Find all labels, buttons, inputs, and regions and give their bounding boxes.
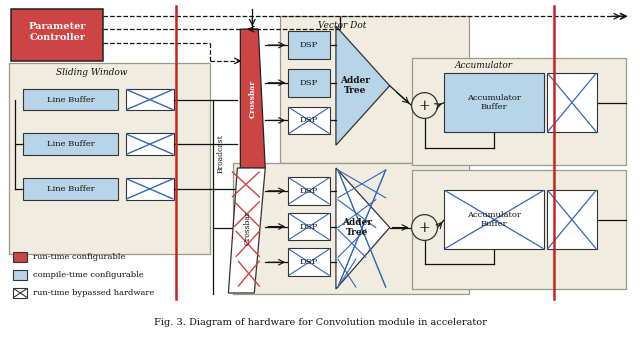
- Text: Accumulator
Buffer: Accumulator Buffer: [467, 94, 521, 111]
- Bar: [412, 170, 626, 289]
- Bar: [126, 133, 173, 155]
- Text: Vector Dot: Vector Dot: [318, 21, 366, 30]
- Text: DSP: DSP: [300, 41, 318, 49]
- Bar: [412, 58, 626, 165]
- Text: Adder
Tree: Adder Tree: [342, 218, 372, 237]
- Circle shape: [412, 215, 438, 240]
- Polygon shape: [228, 168, 265, 293]
- Text: Parameter
Controller: Parameter Controller: [28, 22, 86, 42]
- Text: DSP: DSP: [300, 258, 318, 266]
- Polygon shape: [241, 29, 265, 168]
- Text: run-time bypassed hardware: run-time bypassed hardware: [33, 289, 154, 297]
- Text: DSP: DSP: [300, 222, 318, 231]
- Text: Crossbar: Crossbar: [248, 79, 256, 118]
- Bar: [547, 190, 596, 250]
- Bar: [288, 177, 330, 205]
- Bar: [23, 89, 118, 111]
- Text: Accumulator: Accumulator: [454, 61, 513, 71]
- Text: Line Buffer: Line Buffer: [47, 140, 95, 148]
- Polygon shape: [336, 26, 390, 145]
- Bar: [23, 178, 118, 200]
- Bar: [13, 252, 28, 262]
- Text: run-time configurable: run-time configurable: [33, 253, 125, 261]
- Text: Line Buffer: Line Buffer: [47, 185, 95, 193]
- Bar: [444, 190, 544, 250]
- Text: Broadcast: Broadcast: [216, 134, 225, 173]
- Bar: [288, 31, 330, 59]
- Text: +: +: [419, 99, 430, 113]
- Text: Adder
Tree: Adder Tree: [340, 76, 370, 95]
- Bar: [547, 73, 596, 132]
- Polygon shape: [336, 168, 390, 289]
- Bar: [288, 69, 330, 97]
- Text: +: +: [419, 221, 430, 235]
- Text: Fig. 3. Diagram of hardware for Convolution module in accelerator: Fig. 3. Diagram of hardware for Convolut…: [154, 318, 486, 327]
- Text: Sliding Window: Sliding Window: [56, 68, 127, 77]
- Bar: [288, 213, 330, 240]
- Bar: [234, 163, 469, 294]
- Bar: [12, 9, 103, 61]
- Text: Line Buffer: Line Buffer: [47, 96, 95, 104]
- Text: Crossbar: Crossbar: [243, 210, 252, 245]
- Bar: [288, 106, 330, 134]
- Text: DSP: DSP: [300, 79, 318, 87]
- Bar: [126, 89, 173, 111]
- Bar: [10, 63, 211, 254]
- Bar: [126, 178, 173, 200]
- Text: Accumulator
Buffer: Accumulator Buffer: [467, 211, 521, 228]
- Bar: [280, 16, 469, 163]
- Circle shape: [412, 93, 438, 118]
- Bar: [444, 73, 544, 132]
- Bar: [288, 248, 330, 276]
- Bar: [13, 288, 28, 298]
- Text: DSP: DSP: [300, 116, 318, 124]
- Text: DSP: DSP: [300, 187, 318, 195]
- Bar: [13, 270, 28, 280]
- Bar: [23, 133, 118, 155]
- Text: compile-time configurable: compile-time configurable: [33, 271, 144, 279]
